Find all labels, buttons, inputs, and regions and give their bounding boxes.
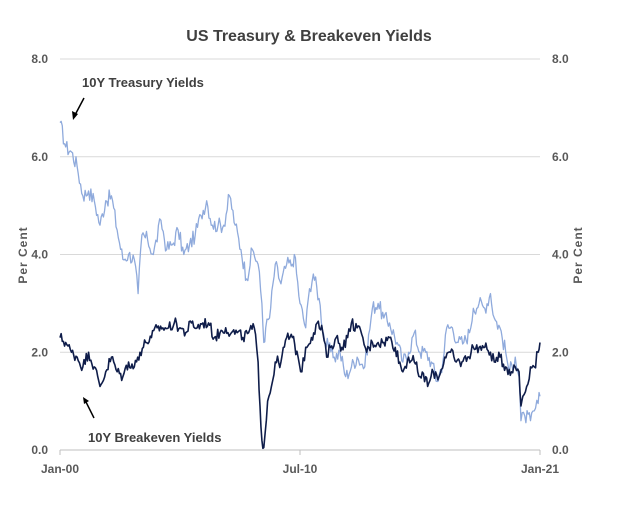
- series-lines: [59, 120, 541, 450]
- y-axis-left-ticks: 0.0 2.0 4.0 6.0 8.0: [31, 52, 48, 457]
- y-tick-label-left: 6.0: [31, 150, 48, 164]
- chart-title: US Treasury & Breakeven Yields: [186, 28, 432, 45]
- gridlines: [60, 58, 540, 353]
- y-tick-label-left: 4.0: [31, 248, 48, 262]
- y-axis-right-label: Per Cent: [571, 226, 585, 283]
- y-axis-left-label: Per Cent: [16, 226, 30, 283]
- series-line-breakeven: [59, 317, 541, 450]
- y-axis-right-ticks: 0.0 2.0 4.0 6.0 8.0: [552, 52, 569, 457]
- arrow-breakeven-icon: [83, 397, 95, 419]
- y-tick-label-left: 2.0: [31, 345, 48, 359]
- x-tick-label: Jan-00: [41, 462, 79, 476]
- y-tick-label-right: 6.0: [552, 150, 569, 164]
- y-tick-label-right: 4.0: [552, 248, 569, 262]
- x-tick-label: Jul-10: [283, 462, 318, 476]
- x-axis-ticks: Jan-00 Jul-10 Jan-21: [41, 450, 559, 476]
- annotation-breakeven: 10Y Breakeven Yields: [88, 430, 221, 445]
- annotation-treasury: 10Y Treasury Yields: [82, 75, 204, 90]
- y-tick-label-right: 0.0: [552, 443, 569, 457]
- y-tick-label-left: 8.0: [31, 52, 48, 66]
- y-tick-label-left: 0.0: [31, 443, 48, 457]
- y-tick-label-right: 8.0: [552, 52, 569, 66]
- series-line-treasury: [59, 120, 541, 424]
- y-tick-label-right: 2.0: [552, 345, 569, 359]
- x-tick-label: Jan-21: [521, 462, 559, 476]
- arrow-treasury-icon: [72, 97, 85, 120]
